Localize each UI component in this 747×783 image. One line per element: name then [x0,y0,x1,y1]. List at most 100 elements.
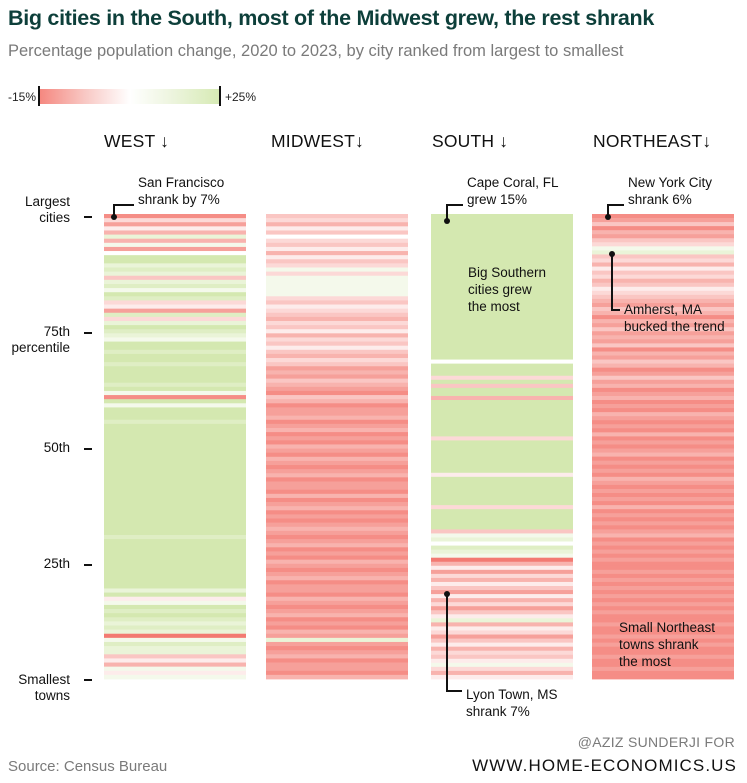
strip-south-4 [431,230,573,235]
strip-south-50 [431,416,573,421]
strip-west-26 [104,320,246,326]
strip-midwest-83 [266,555,408,561]
strip-midwest-61 [266,465,408,470]
strip-south-45 [431,395,573,401]
strip-northeast-45 [592,395,734,401]
strip-south-74 [431,513,573,518]
strip-northeast-25 [592,315,734,320]
strip-west-31 [104,341,246,347]
strip-midwest-95 [266,604,408,610]
strip-south-65 [431,476,573,482]
strip-west-69 [104,497,246,503]
annotation-big-southern: Big Southern cities grew the most [468,265,547,314]
strip-northeast-35 [592,355,734,360]
leader-cape-coral [446,204,463,221]
strip-midwest-47 [266,407,408,412]
strip-west-88 [104,576,246,581]
strip-midwest-91 [266,588,408,593]
strip-midwest-65 [266,481,408,486]
strip-west-28 [104,329,246,334]
strip-west-78 [104,534,246,540]
strip-south-76 [431,521,573,526]
strip-south-83 [431,549,573,555]
strip-south-44 [431,391,573,397]
strip-northeast-85 [592,557,734,563]
strip-midwest-51 [266,423,408,429]
strip-northeast-40 [592,375,734,381]
strip-west-101 [104,629,246,635]
strip-west-17 [104,283,246,289]
strip-northeast-1 [592,218,734,223]
strip-west-39 [104,374,246,380]
strip-midwest-10 [266,255,408,260]
strip-northeast-17 [592,282,734,288]
strip-midwest-79 [266,539,408,544]
strip-northeast-79 [592,533,734,538]
strip-west-19 [104,292,246,297]
strip-south-30 [431,335,573,340]
strip-west-100 [104,625,246,631]
strip-midwest-64 [266,477,408,482]
strip-south-78 [431,529,573,534]
strip-west-91 [104,588,246,593]
strip-south-26 [431,319,573,324]
strip-northeast-91 [592,581,734,587]
strip-west-1 [104,218,246,223]
strip-northeast-50 [592,416,734,421]
strip-midwest-46 [266,403,408,408]
strip-northeast-112 [592,666,734,672]
strip-midwest-33 [266,349,408,355]
strip-south-39 [431,371,573,377]
chart-title: Big cities in the South, most of the Mid… [8,6,654,30]
strip-west-3 [104,226,246,231]
strip-south-18 [431,286,573,292]
strip-south-40 [431,375,573,381]
strip-south-37 [431,363,573,369]
strip-west-33 [104,349,246,355]
strip-south-32 [431,343,573,348]
strip-northeast-86 [592,561,734,567]
strip-south-67 [431,484,573,490]
strip-west-34 [104,353,246,359]
strip-west-20 [104,296,246,301]
strip-south-27 [431,323,573,328]
strip-west-107 [104,654,246,659]
strip-northeast-52 [592,424,734,429]
strip-west-16 [104,279,246,285]
strip-west-68 [104,493,246,499]
strip-midwest-73 [266,514,408,519]
strip-northeast-53 [592,428,734,433]
strip-south-16 [431,278,573,284]
strip-west-4 [104,230,246,235]
strip-west-108 [104,658,246,663]
strip-northeast-47 [592,404,734,409]
y-tick-smallest [84,679,92,681]
strip-northeast-69 [592,493,734,498]
strip-south-84 [431,553,573,559]
strip-south-81 [431,541,573,546]
strip-south-56 [431,440,573,445]
strip-northeast-7 [592,242,734,247]
strip-midwest-26 [266,320,408,326]
strip-south-19 [431,290,573,296]
legend-max-label: +25% [225,90,257,104]
strip-west-55 [104,440,246,445]
strip-northeast-24 [592,311,734,316]
strip-south-14 [431,270,573,276]
strip-west-7 [104,242,246,248]
strip-west-74 [104,518,246,524]
strip-west-95 [104,604,246,610]
strip-west-86 [104,567,246,573]
strip-midwest-36 [266,362,408,367]
strip-midwest-89 [266,580,408,585]
strip-midwest-70 [266,502,408,507]
strip-south-43 [431,387,573,393]
strip-midwest-4 [266,230,408,235]
strip-west-46 [104,403,246,408]
strip-west-14 [104,271,246,277]
strip-midwest-88 [266,576,408,581]
strip-midwest-12 [266,263,408,268]
region-header-northeast: NORTHEAST↓ [593,131,712,151]
strip-northeast-67 [592,484,734,490]
strip-northeast-81 [592,541,734,546]
